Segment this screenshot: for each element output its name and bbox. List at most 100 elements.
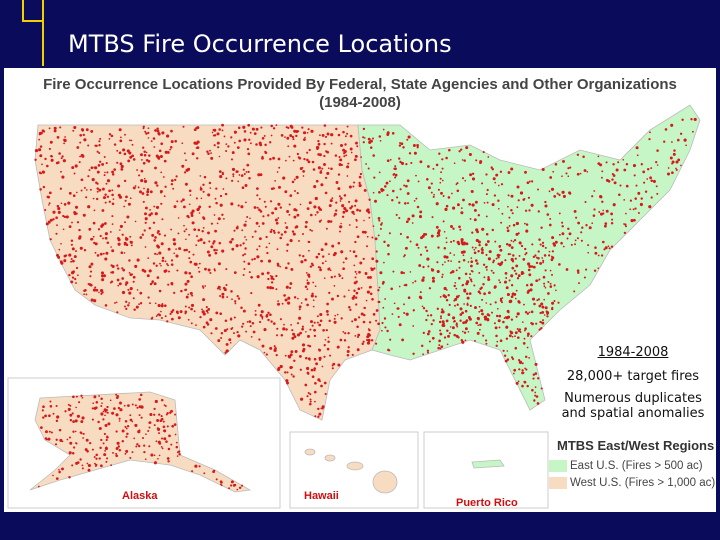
fire-dot — [161, 131, 165, 135]
fire-dot — [449, 326, 452, 328]
fire-dot — [353, 264, 356, 267]
fire-dot — [324, 260, 327, 263]
fire-dot — [327, 336, 330, 339]
fire-dot — [71, 221, 73, 224]
fire-dot — [216, 141, 220, 145]
fire-dot — [101, 162, 105, 166]
fire-dot — [320, 219, 323, 222]
fire-dot — [68, 225, 72, 229]
fire-dot — [231, 167, 236, 171]
fire-dot — [384, 298, 387, 300]
fire-dot — [118, 151, 122, 155]
fire-dot — [393, 302, 396, 305]
fire-dot — [127, 159, 131, 163]
fire-dot — [100, 271, 105, 275]
fire-dot — [407, 296, 411, 299]
fire-dot — [49, 140, 53, 144]
fire-dot — [532, 255, 536, 259]
fire-dot — [160, 304, 164, 308]
fire-dot — [435, 163, 439, 167]
fire-dot — [136, 406, 139, 409]
fire-dot — [437, 246, 440, 249]
fire-dot — [528, 180, 531, 183]
fire-dot — [412, 325, 415, 327]
fire-dot — [469, 173, 473, 177]
fire-dot — [344, 135, 347, 138]
fire-dot — [160, 398, 164, 402]
fire-dot — [160, 171, 163, 174]
fire-dot — [337, 173, 341, 176]
fire-dot — [336, 313, 339, 316]
fire-dot — [83, 186, 86, 189]
fire-dot — [381, 222, 383, 224]
fire-dot — [282, 327, 286, 331]
fire-dot — [68, 191, 72, 195]
fire-dot — [309, 400, 312, 403]
fire-dot — [541, 321, 545, 325]
fire-dot — [401, 338, 405, 342]
fire-dot — [539, 243, 542, 246]
fire-dot — [290, 267, 294, 271]
fire-dot — [655, 185, 658, 188]
fire-dot — [38, 138, 41, 141]
fire-dot — [135, 445, 138, 448]
fire-dot — [567, 227, 570, 231]
fire-dot — [348, 305, 351, 309]
fire-dot — [292, 332, 296, 336]
fire-dot — [238, 486, 242, 489]
fire-dot — [526, 384, 529, 388]
fire-dot — [159, 190, 163, 193]
fire-dot — [380, 188, 384, 192]
fire-dot — [185, 159, 187, 162]
fire-dot — [427, 186, 431, 190]
fire-dot — [320, 169, 322, 172]
fire-dot — [138, 398, 142, 401]
fire-dot — [267, 311, 270, 314]
fire-dot — [112, 198, 115, 200]
fire-dot — [323, 154, 326, 158]
fire-dot — [270, 134, 273, 137]
fire-dot — [189, 260, 193, 264]
fire-dot — [151, 316, 154, 319]
fire-dot — [515, 272, 518, 275]
fire-dot — [281, 302, 284, 305]
fire-dot — [329, 269, 332, 272]
fire-dot — [92, 288, 97, 292]
fire-dot — [481, 246, 484, 249]
fire-dot — [482, 263, 486, 266]
fire-dot — [213, 269, 216, 272]
fire-dot — [435, 202, 439, 206]
fire-dot — [420, 344, 424, 348]
fire-dot — [427, 165, 430, 168]
inset-frame — [423, 431, 549, 509]
fire-dot — [277, 300, 279, 302]
fire-dot — [507, 315, 511, 319]
fire-dot — [239, 244, 242, 247]
fire-dot — [140, 153, 143, 157]
fire-dot — [576, 153, 580, 156]
fire-dot — [173, 423, 177, 426]
fire-dot — [379, 271, 383, 275]
fire-dot — [181, 142, 184, 145]
fire-dot — [247, 152, 251, 156]
fire-dot — [334, 154, 338, 157]
fire-dot — [101, 278, 105, 282]
west-region — [34, 124, 381, 421]
fire-dot — [125, 307, 128, 311]
fire-dot — [278, 166, 281, 169]
fire-dot — [679, 132, 683, 135]
fire-dot — [128, 151, 132, 155]
fire-dot — [317, 139, 320, 143]
fire-dot — [548, 190, 551, 193]
fire-dot — [301, 343, 306, 347]
fire-dot — [298, 254, 301, 257]
fire-dot — [505, 242, 509, 246]
fire-dot — [408, 152, 412, 155]
fire-dot — [41, 163, 43, 166]
fire-dot — [158, 251, 162, 255]
fire-dot — [195, 142, 198, 145]
fire-dot — [487, 276, 490, 279]
fire-dot — [136, 169, 139, 171]
fire-dot — [448, 332, 451, 335]
fire-dot — [56, 224, 58, 227]
